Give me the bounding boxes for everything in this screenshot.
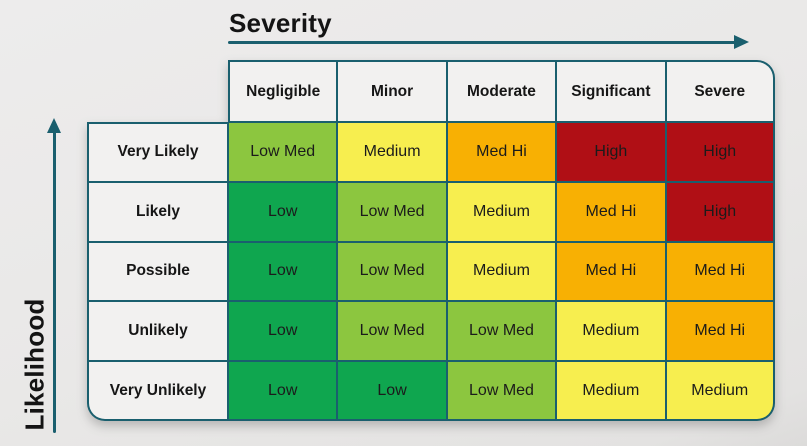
risk-cell: Medium [556, 301, 666, 362]
severity-col-header: Significant [556, 60, 666, 122]
corner-spacer [87, 60, 228, 122]
risk-cell: High [665, 122, 775, 182]
risk-cell: Low [228, 181, 338, 242]
risk-cell: Medium [337, 122, 447, 182]
risk-cell: Medium [665, 361, 775, 421]
risk-cell: Low Med [337, 301, 447, 362]
risk-cell: Low [228, 301, 338, 362]
likelihood-row-label: Very Unlikely [87, 361, 228, 421]
severity-axis-arrow-line [228, 41, 736, 44]
risk-cell: Low [228, 361, 338, 421]
risk-cell: Medium [446, 241, 557, 302]
severity-col-header: Negligible [228, 60, 338, 122]
risk-matrix-table: Negligible Minor Moderate Significant Se… [87, 60, 775, 421]
risk-cell: Medium [556, 361, 666, 421]
likelihood-row-label: Very Likely [87, 122, 228, 182]
likelihood-row-label: Possible [87, 241, 228, 302]
risk-cell: Low [337, 361, 447, 421]
risk-cell: Low Med [337, 181, 447, 242]
risk-cell: Medium [446, 181, 557, 242]
severity-axis-title: Severity [229, 8, 332, 38]
severity-col-header: Moderate [446, 60, 557, 122]
likelihood-axis-title: Likelihood [19, 298, 50, 430]
likelihood-axis-arrow-line [53, 131, 56, 433]
right-arrow-icon [734, 35, 749, 49]
risk-cell: Med Hi [556, 241, 666, 302]
risk-cell: Low Med [446, 301, 557, 362]
risk-cell: High [665, 181, 775, 242]
severity-col-header: Minor [337, 60, 447, 122]
risk-cell: Med Hi [665, 241, 775, 302]
likelihood-row-label: Unlikely [87, 301, 228, 362]
risk-cell: Med Hi [446, 122, 557, 182]
risk-cell: Low [228, 241, 338, 302]
severity-col-header: Severe [665, 60, 775, 122]
up-arrow-icon [47, 118, 61, 133]
risk-cell: Med Hi [556, 181, 666, 242]
risk-cell: Med Hi [665, 301, 775, 362]
risk-cell: Low Med [228, 122, 338, 182]
risk-cell: Low Med [337, 241, 447, 302]
risk-cell: High [556, 122, 666, 182]
likelihood-row-label: Likely [87, 181, 228, 242]
risk-cell: Low Med [446, 361, 557, 421]
